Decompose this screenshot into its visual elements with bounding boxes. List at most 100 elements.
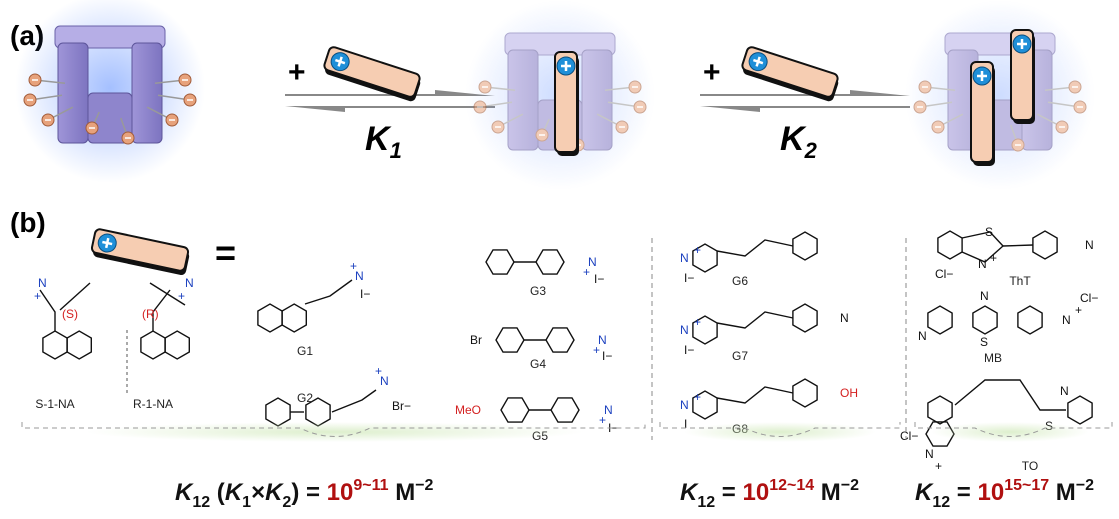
equation-part: 10 — [743, 479, 770, 506]
bond — [717, 387, 793, 403]
bond — [305, 280, 352, 304]
constant: K1 — [365, 120, 402, 163]
equation-part: 12 — [192, 494, 210, 511]
ring — [43, 331, 67, 359]
equation-part: K — [265, 479, 284, 506]
ring — [141, 331, 165, 359]
atom-label: N — [1060, 384, 1069, 398]
atom-label: N — [925, 447, 934, 461]
ring — [551, 398, 579, 422]
molecule-label: G2 — [297, 391, 313, 405]
atom-label: S — [980, 335, 988, 349]
ring — [973, 306, 997, 334]
equation: K12 = 1015~17 M−2 — [915, 477, 1094, 511]
atom-label: N — [680, 251, 689, 265]
cage-panel — [132, 43, 162, 143]
atom-label: + — [694, 243, 701, 257]
atom-label: N — [1085, 238, 1094, 252]
equation-part: M — [389, 479, 416, 506]
molecule-label: R-1-NA — [133, 397, 173, 411]
equation-part: ( — [210, 479, 225, 506]
equation-part: × — [251, 479, 265, 506]
atom-label: Cl− — [935, 267, 953, 281]
atom-label: N — [918, 329, 927, 343]
atom-label: + — [593, 343, 600, 357]
atom-label: N — [978, 257, 987, 271]
constant-symbol: K — [780, 120, 807, 158]
ring — [496, 328, 524, 352]
equation-part: K — [915, 479, 934, 506]
atom-label: + — [990, 251, 997, 265]
atom-label: Br− — [392, 399, 411, 413]
ring — [486, 250, 514, 274]
ring — [546, 328, 574, 352]
ring — [793, 232, 817, 260]
arrow-back — [700, 106, 910, 112]
panel-label: (b) — [10, 207, 46, 238]
equation-part: 10 — [327, 479, 354, 506]
base-glow — [684, 422, 876, 442]
atom-label: N — [185, 276, 194, 290]
atom-label: + — [1075, 303, 1082, 317]
ring — [1068, 396, 1092, 424]
atom-label: + — [178, 289, 185, 303]
atom-label: N — [680, 398, 689, 412]
equation-part: 12 — [932, 494, 950, 511]
ring — [1018, 306, 1042, 334]
cage-panel — [582, 50, 612, 150]
figure: (a) (b) + + K1 K2 = S-1-NAN+(S)R-1-NAN+(… — [0, 0, 1119, 519]
equation-part: −2 — [415, 477, 433, 494]
equation-part: K — [225, 479, 244, 506]
bond — [40, 290, 55, 331]
molecule-label: G4 — [530, 357, 546, 371]
equation: K12 = 1012~14 M−2 — [680, 477, 859, 511]
equation-part: 15~17 — [1004, 477, 1049, 494]
equation-part: 9~11 — [353, 477, 388, 494]
equation: K12 (K1×K2) = 109~11 M−2 — [175, 477, 434, 511]
equation-part: = — [715, 479, 742, 506]
atom-label: MeO — [455, 403, 481, 417]
atom-label: Br — [470, 333, 482, 347]
atom-label: I− — [594, 272, 604, 286]
cage-panel — [508, 50, 538, 150]
atom-label: Cl− — [900, 429, 918, 443]
molecule-label: G3 — [530, 284, 546, 298]
atom-label: + — [583, 265, 590, 279]
page: (a) (b) + + K1 K2 = S-1-NAN+(S)R-1-NAN+(… — [0, 0, 1119, 519]
equation-part: M — [814, 479, 841, 506]
bond — [60, 283, 90, 310]
ring — [793, 304, 817, 332]
ring — [1033, 231, 1057, 259]
cage — [905, 0, 1095, 190]
atom-label: + — [599, 413, 606, 427]
atom-label: N — [680, 323, 689, 337]
atom-label: I− — [684, 271, 694, 285]
equation-part: 12 — [697, 494, 715, 511]
equation-part: M — [1049, 479, 1076, 506]
atom-label: OH — [840, 386, 858, 400]
atom-label: N — [38, 276, 47, 290]
equation-part: −2 — [1076, 477, 1094, 494]
constant-index: 1 — [390, 138, 402, 163]
cage-glow — [905, 0, 1095, 190]
equation-part: 2 — [282, 494, 291, 511]
bond — [1003, 245, 1033, 246]
atom-label: I — [684, 417, 687, 431]
ring — [282, 304, 306, 332]
ring — [928, 396, 952, 424]
guest-tile — [90, 228, 191, 276]
molecule-label: MB — [984, 351, 1002, 365]
guest-tile — [1011, 30, 1035, 124]
base-glow — [86, 422, 584, 442]
equation-part: K — [680, 479, 699, 506]
equation-part: 10 — [978, 479, 1005, 506]
molecule-label: TO — [1022, 459, 1038, 473]
atom-label: + — [935, 459, 942, 473]
bond — [717, 312, 793, 328]
bond — [955, 380, 1066, 410]
cage-panel — [58, 43, 88, 143]
ring — [536, 250, 564, 274]
equals-sign: = — [215, 232, 236, 273]
atom-label: N — [980, 289, 989, 303]
ring — [258, 304, 282, 332]
